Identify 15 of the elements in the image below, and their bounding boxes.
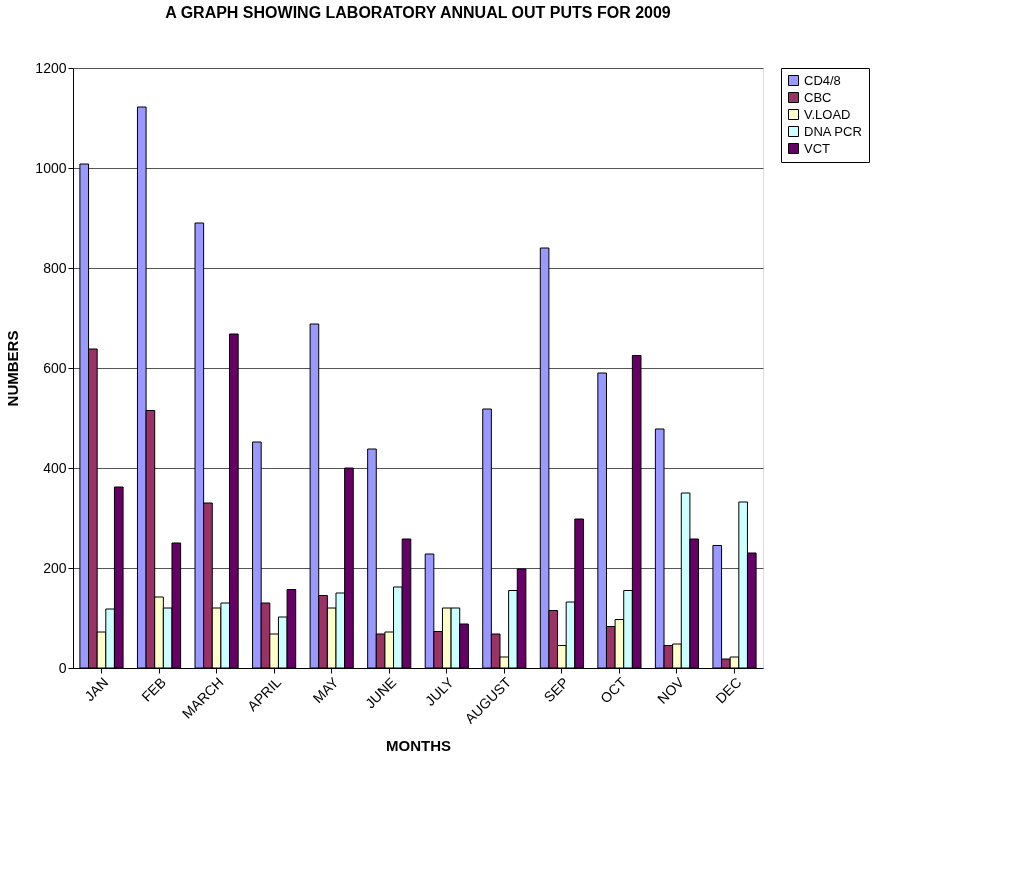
legend-label: V.LOAD [804,106,851,122]
legend-label: DNA PCR [804,123,862,139]
y-tick-label: 0 [58,659,67,676]
y-tick-label: 1000 [35,159,67,176]
legend-label: CD4/8 [804,72,841,88]
y-tick-label: 400 [43,459,67,476]
y-tick-label: 200 [43,559,67,576]
y-tick-label: 800 [43,259,67,276]
y-tick-label: 600 [43,359,67,376]
x-axis-title: MONTHS [386,736,451,754]
y-tick-label: 1200 [35,59,67,76]
legend-label: CBC [804,89,832,105]
chart-title: A GRAPH SHOWING LABORATORY ANNUAL OUT PUTS FOR 2009 [165,4,671,21]
legend-label: VCT [804,140,831,156]
y-axis-title: NUMBERS [4,330,22,407]
